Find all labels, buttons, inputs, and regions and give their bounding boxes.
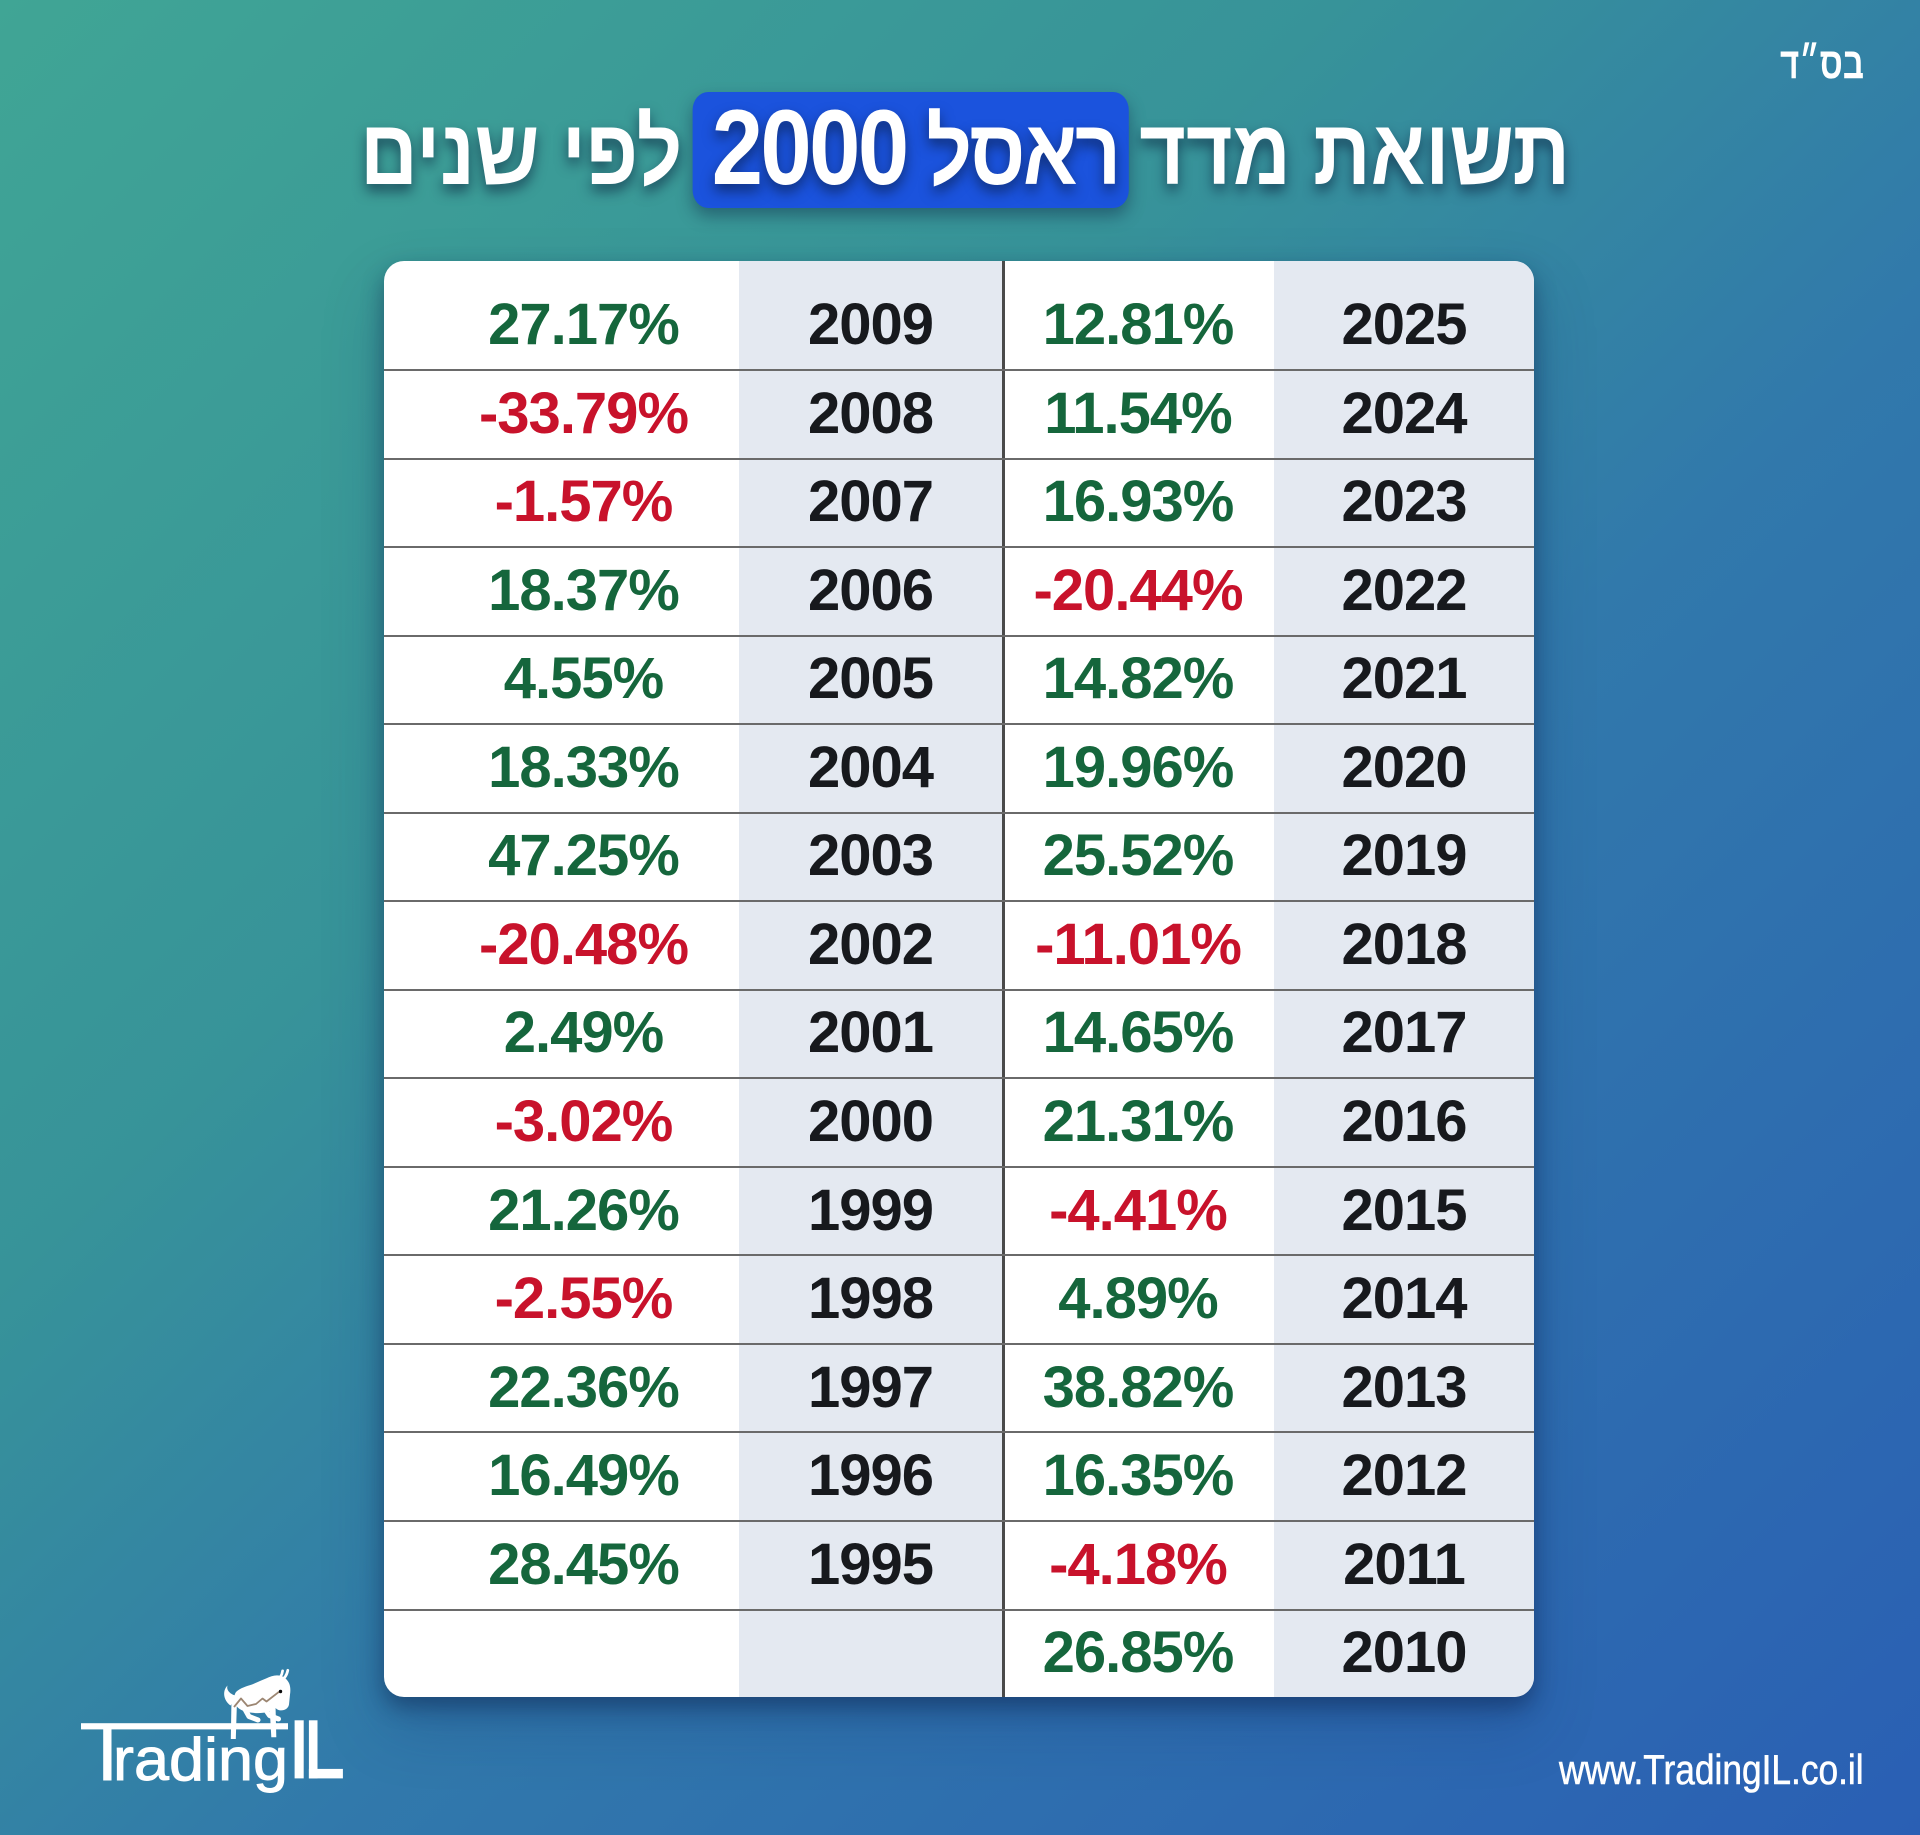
svg-text:rading: rading (113, 1726, 288, 1793)
